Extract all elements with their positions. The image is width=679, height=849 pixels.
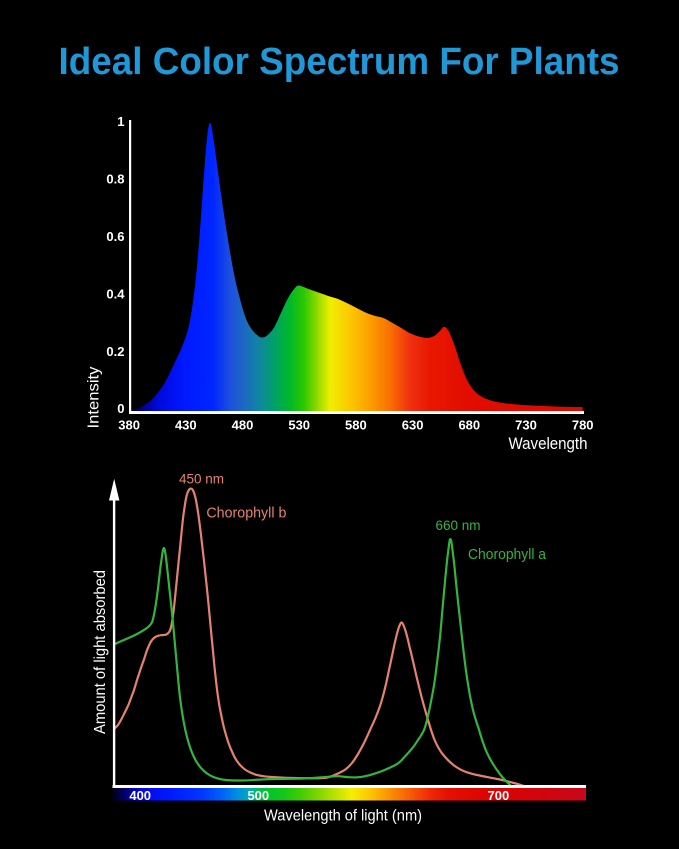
svg-text:530: 530 bbox=[288, 418, 310, 433]
svg-text:0.8: 0.8 bbox=[106, 171, 124, 186]
svg-text:730: 730 bbox=[515, 418, 537, 433]
svg-text:0: 0 bbox=[117, 401, 124, 416]
svg-text:Intensity: Intensity bbox=[86, 367, 103, 429]
svg-text:Wavelength: Wavelength bbox=[509, 435, 588, 453]
svg-text:780: 780 bbox=[572, 418, 594, 433]
svg-text:Chorophyll b: Chorophyll b bbox=[206, 505, 286, 521]
svg-text:Ideal Color Spectrum For Plant: Ideal Color Spectrum For Plants bbox=[59, 41, 620, 83]
svg-text:480: 480 bbox=[232, 418, 254, 433]
svg-text:630: 630 bbox=[402, 418, 424, 433]
svg-text:500: 500 bbox=[247, 788, 269, 803]
svg-text:400: 400 bbox=[129, 788, 151, 803]
svg-text:430: 430 bbox=[175, 418, 197, 433]
svg-text:660 nm: 660 nm bbox=[435, 518, 480, 533]
svg-text:Wavelength of light (nm): Wavelength of light (nm) bbox=[264, 808, 422, 825]
svg-text:0.2: 0.2 bbox=[106, 344, 124, 359]
svg-text:Chorophyll a: Chorophyll a bbox=[468, 547, 547, 563]
svg-text:450 nm: 450 nm bbox=[179, 472, 224, 487]
svg-text:680: 680 bbox=[458, 418, 480, 433]
svg-text:0.6: 0.6 bbox=[106, 229, 124, 244]
svg-text:1: 1 bbox=[117, 114, 124, 129]
svg-text:Amount of light absorbed: Amount of light absorbed bbox=[92, 570, 109, 734]
svg-text:380: 380 bbox=[118, 418, 140, 433]
svg-text:700: 700 bbox=[488, 788, 510, 803]
svg-text:580: 580 bbox=[345, 418, 367, 433]
svg-text:0.4: 0.4 bbox=[106, 286, 125, 301]
